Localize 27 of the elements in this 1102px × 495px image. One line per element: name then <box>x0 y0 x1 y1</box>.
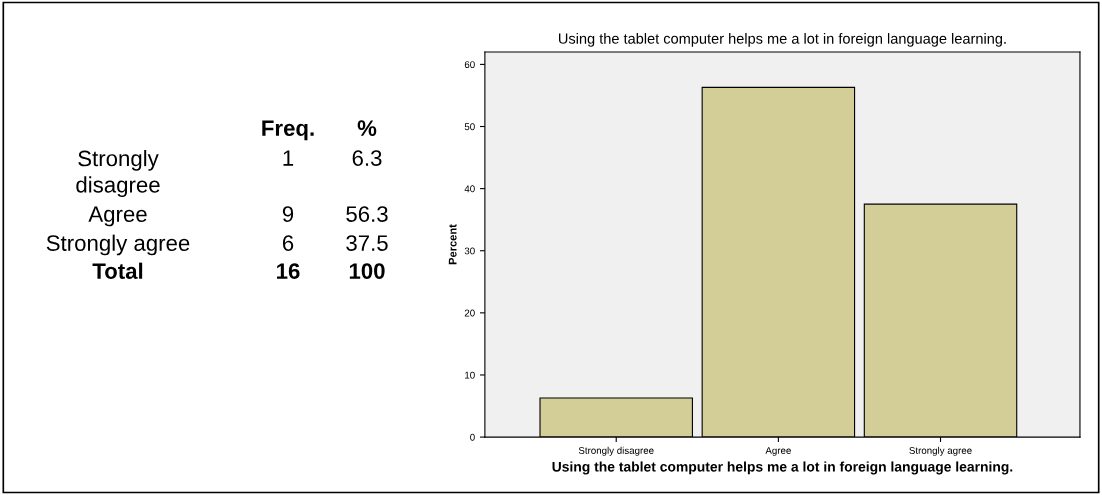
text: 100 <box>349 263 385 279</box>
x-axis-title: Using the tablet computer helps me a lot in foreign language learning. <box>552 461 1013 475</box>
text: 6 <box>282 235 294 251</box>
text: 37.5 <box>346 235 388 251</box>
text: 6.3 <box>352 150 382 166</box>
x-tick-label: Strongly disagree <box>578 446 654 456</box>
text: Total <box>92 262 143 279</box>
y-tick-label: 30 <box>464 247 475 255</box>
y-tick-label: 50 <box>464 123 475 131</box>
x-tick-label: Strongly agree <box>909 446 972 456</box>
y-tick-label: 0 <box>470 433 475 441</box>
x-tick-label: Agree <box>765 447 791 456</box>
text: Freq. <box>262 120 314 141</box>
y-tick-label: 40 <box>464 185 475 193</box>
y-axis-title: Percent <box>448 224 457 265</box>
text: % <box>357 120 377 136</box>
category-label: Agree <box>88 206 147 227</box>
y-tick-label: 60 <box>464 61 475 69</box>
text: 1 <box>283 150 294 166</box>
y-tick-label: 20 <box>464 309 475 317</box>
text: 9 <box>282 206 294 222</box>
category-label: Strongly agree <box>46 234 190 256</box>
chart-title: Using the tablet computer helps me a lot in foreign language learning. <box>559 33 1006 47</box>
text: 16 <box>277 263 300 279</box>
category-label: Strongly disagree <box>76 150 160 198</box>
y-tick-label: 10 <box>465 371 475 379</box>
text: 56.3 <box>346 206 388 222</box>
